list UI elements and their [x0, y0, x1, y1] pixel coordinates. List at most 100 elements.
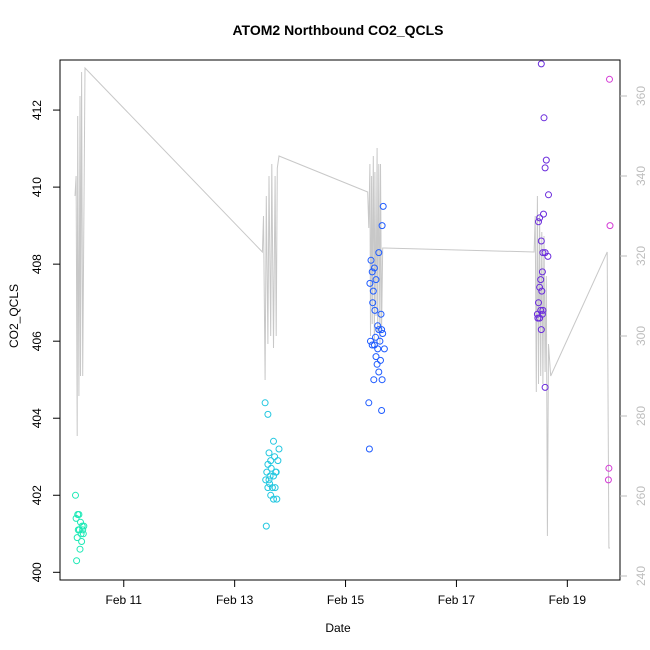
y2-tick-label: 240	[634, 566, 648, 586]
x-tick-label: Feb 17	[438, 593, 476, 607]
scatter-point-flight2	[270, 495, 277, 503]
scatter-point-flight3	[372, 276, 380, 284]
x-axis-label: Date	[325, 621, 351, 635]
y-tick-label: 412	[30, 100, 44, 120]
scatter-point-flight3	[377, 310, 385, 318]
scatter-point-flight4	[537, 276, 545, 284]
scatter-point-flight3	[378, 376, 386, 384]
altitude-trace-line	[74, 66, 610, 549]
scatter-point-flight5	[606, 222, 614, 230]
scatter-point-flight4	[537, 326, 545, 334]
scatter-point-flight4	[538, 310, 546, 318]
scatter-point-flight3	[371, 306, 379, 314]
scatter-point-flight4	[540, 210, 547, 218]
scatter-point-flight1	[73, 557, 81, 565]
scatter-point-flight3	[369, 287, 377, 295]
y2-tick-label: 360	[634, 86, 648, 106]
scatter-point-flight3	[379, 202, 387, 210]
y-tick-label: 406	[30, 331, 44, 351]
scatter-point-flight2	[264, 484, 272, 492]
scatter-point-flight1	[75, 511, 83, 518]
scatter-point-flight2	[270, 472, 277, 480]
scatter-point-flight4	[544, 252, 552, 260]
scatter-point-flight3	[369, 299, 377, 307]
scatter-point-flight4	[536, 283, 544, 291]
scatter-point-flight2	[265, 476, 273, 484]
scatter-point-flight1	[79, 530, 87, 538]
scatter-point-flight4	[539, 306, 547, 314]
y2-tick-label: 300	[634, 326, 648, 346]
axes-group: Feb 11 Feb 13 Feb 15 Feb 17 Feb 19 400 402 404 4…	[30, 86, 648, 607]
scatter-point-flight2	[265, 449, 273, 457]
scatter-point-flight4	[534, 314, 542, 322]
scatter-point-flight2	[274, 457, 282, 465]
scatter-point-flight3	[374, 322, 382, 330]
scatter-point-flight3	[370, 376, 378, 384]
scatter-point-flight4	[535, 218, 542, 226]
scatter-point-flight4	[538, 268, 546, 276]
plot-frame	[59, 59, 621, 581]
scatter-point-flight4	[533, 310, 541, 318]
scatter-point-flight2	[262, 522, 270, 530]
scatter-point-flight3	[367, 337, 374, 345]
scatter-point-flight2	[266, 472, 274, 480]
scatter-point-flight2	[272, 468, 280, 476]
scatter-point-flight4	[538, 287, 546, 295]
scatter-point-flight3	[370, 264, 378, 272]
scatter-point-flight4	[545, 191, 552, 199]
y2-tick-label: 280	[634, 406, 648, 426]
scatter-point-flight2	[275, 445, 283, 453]
x-tick-label: Feb 13	[216, 593, 254, 607]
scatter-point-flight2	[271, 484, 279, 492]
y2-tick-label: 340	[634, 166, 648, 186]
y2-tick-label: 320	[634, 246, 648, 266]
scatter-point-flight3	[365, 445, 373, 453]
scatter-point-flight3	[368, 341, 376, 349]
scatter-point-flight3	[376, 337, 384, 345]
scatter-point-flight2	[262, 476, 270, 484]
scatter-point-flight4	[537, 237, 545, 245]
scatter-point-flight1	[78, 538, 86, 545]
scatter-point-flight3	[374, 345, 382, 353]
y-axis-label: CO2_QCLS	[7, 284, 21, 348]
scatter-point-flight4	[541, 164, 549, 172]
scatter-point-flight4	[540, 114, 548, 122]
scatter-point-flight3	[380, 345, 388, 353]
scatter-point-flight1	[77, 530, 85, 538]
scatter-point-flight4	[537, 60, 545, 68]
scatter-point-flight3	[379, 330, 387, 337]
scatter-point-flight1	[73, 534, 81, 542]
scatter-point-flight3	[366, 279, 374, 287]
scatter-point-flight3	[365, 399, 373, 407]
scatter-point-flight3	[373, 360, 381, 368]
scatter-point-flight4	[535, 299, 542, 307]
scatter-point-flight4	[542, 156, 550, 164]
y-tick-label: 404	[30, 408, 44, 428]
scatter-point-flight3	[372, 333, 379, 341]
scatter-point-flight3	[378, 326, 386, 334]
chart-title: ATOM2 Northbound CO2_QCLS	[232, 22, 443, 38]
scatter-point-flight1	[77, 518, 84, 526]
scatter-point-flight4	[539, 249, 547, 257]
scatter-point-flight1	[76, 545, 84, 553]
scatter-point-flight2	[270, 437, 277, 445]
scatter-point-flight3	[367, 256, 375, 264]
scatter-point-flight2	[261, 399, 269, 407]
y-tick-label: 400	[30, 562, 44, 582]
y-tick-label: 408	[30, 254, 44, 274]
scatter-point-flight1	[79, 526, 87, 534]
scatter-point-flight5	[605, 464, 613, 472]
x-tick-label: Feb 11	[106, 593, 143, 607]
scatter-point-flight3	[377, 356, 384, 364]
scatter-point-flight2	[263, 468, 271, 476]
series-group	[72, 60, 614, 565]
y-tick-label: 402	[30, 485, 44, 505]
y2-tick-label: 260	[634, 486, 648, 506]
scatter-point-flight1	[72, 491, 79, 499]
scatter-point-flight3	[375, 326, 383, 334]
scatter-point-flight5	[606, 75, 613, 83]
scatter-point-flight2	[266, 480, 274, 488]
scatter-point-flight4	[536, 214, 544, 222]
scatter-point-flight2	[267, 464, 275, 472]
